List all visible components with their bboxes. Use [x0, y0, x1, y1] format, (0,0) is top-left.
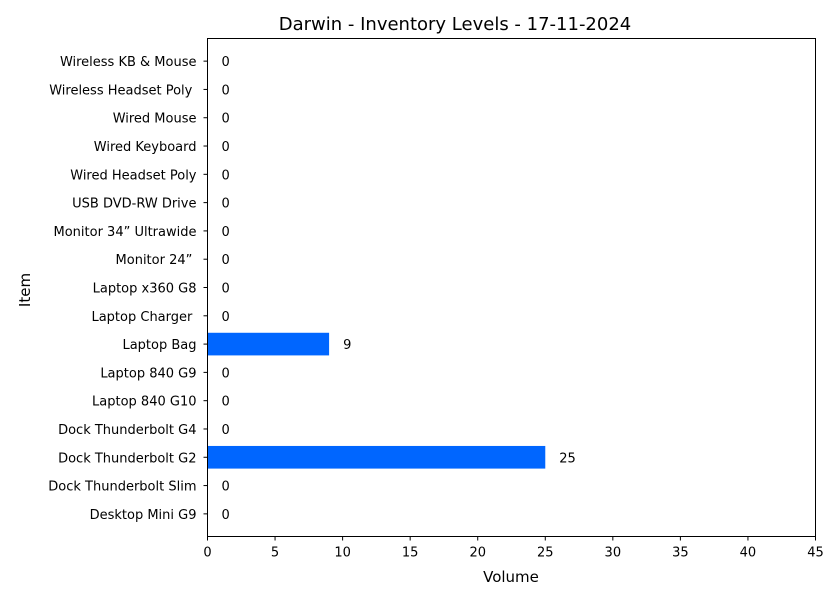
data-label-laptop-bag: 9 [343, 338, 351, 353]
y-tick-label-laptop-840-g9: Laptop 840 G9 [100, 366, 196, 381]
data-label-laptop-charger: 0 [222, 310, 230, 325]
y-tick-label-wireless-headset-poly: Wireless Headset Poly [49, 83, 196, 98]
x-tick-label-30: 30 [605, 546, 622, 561]
y-tick-label-usb-dvd-rw-drive: USB DVD-RW Drive [72, 197, 196, 212]
data-label-laptop-840-g10: 0 [222, 395, 230, 410]
y-tick-label-wired-keyboard: Wired Keyboard [94, 140, 197, 155]
y-tick-label-monitor-34-ultrawide: Monitor 34” Ultrawide [54, 225, 197, 240]
data-label-dock-thunderbolt-g4: 0 [222, 423, 230, 438]
chart-title: Darwin - Inventory Levels - 17-11-2024 [279, 14, 632, 35]
plot-frame [207, 38, 816, 537]
data-label-monitor-34-ultrawide: 0 [222, 225, 230, 240]
y-tick-label-laptop-x360-g8: Laptop x360 G8 [93, 282, 197, 297]
x-tick-label-20: 20 [469, 546, 486, 561]
x-tick-label-25: 25 [537, 546, 554, 561]
y-tick-label-dock-thunderbolt-g2: Dock Thunderbolt G2 [58, 451, 196, 466]
y-tick-label-laptop-bag: Laptop Bag [122, 338, 196, 353]
data-label-wired-headset-poly: 0 [222, 168, 230, 183]
y-tick-label-dock-thunderbolt-slim: Dock Thunderbolt Slim [48, 480, 196, 495]
data-label-wired-keyboard: 0 [222, 140, 230, 155]
bars-group [207, 332, 546, 469]
data-label-laptop-x360-g8: 0 [222, 282, 230, 297]
bar-dock-thunderbolt-g2 [207, 445, 546, 469]
x-tick-label-40: 40 [740, 546, 757, 561]
y-tick-label-wireless-kb-mouse: Wireless KB & Mouse [60, 55, 197, 70]
data-label-dock-thunderbolt-g2: 25 [559, 451, 576, 466]
data-label-wireless-kb-mouse: 0 [222, 55, 230, 70]
y-tick-label-laptop-840-g10: Laptop 840 G10 [92, 395, 196, 410]
data-label-wireless-headset-poly: 0 [222, 83, 230, 98]
bar-laptop-bag [207, 332, 330, 356]
data-labels-group: 0 0 25 0 0 0 9 0 0 0 0 0 0 0 0 0 0 [222, 55, 576, 523]
data-label-usb-dvd-rw-drive: 0 [222, 197, 230, 212]
y-tick-label-wired-headset-poly: Wired Headset Poly [70, 168, 197, 183]
data-label-wired-mouse: 0 [222, 112, 230, 127]
y-tick-label-dock-thunderbolt-g4: Dock Thunderbolt G4 [58, 423, 196, 438]
x-tick-label-15: 15 [402, 546, 419, 561]
data-label-monitor-24: 0 [222, 253, 230, 268]
x-tick-label-0: 0 [203, 546, 211, 561]
y-tick-label-wired-mouse: Wired Mouse [113, 112, 197, 127]
data-label-laptop-840-g9: 0 [222, 366, 230, 381]
y-tick-label-desktop-mini-g9: Desktop Mini G9 [90, 508, 197, 523]
x-axis-label: Volume [483, 568, 539, 586]
x-tick-label-45: 45 [807, 546, 824, 561]
y-axis-ticks: Desktop Mini G9 Dock Thunderbolt Slim Dock… [48, 55, 208, 523]
x-tick-label-5: 5 [271, 546, 279, 561]
data-label-desktop-mini-g9: 0 [222, 508, 230, 523]
data-label-dock-thunderbolt-slim: 0 [222, 480, 230, 495]
x-axis-ticks: 0 5 10 15 20 25 30 35 40 45 [203, 536, 824, 561]
x-tick-label-10: 10 [334, 546, 351, 561]
y-axis-label: Item [16, 273, 34, 307]
x-tick-label-35: 35 [672, 546, 689, 561]
y-tick-label-monitor-24: Monitor 24” [116, 253, 197, 268]
y-tick-label-laptop-charger: Laptop Charger [91, 310, 196, 325]
